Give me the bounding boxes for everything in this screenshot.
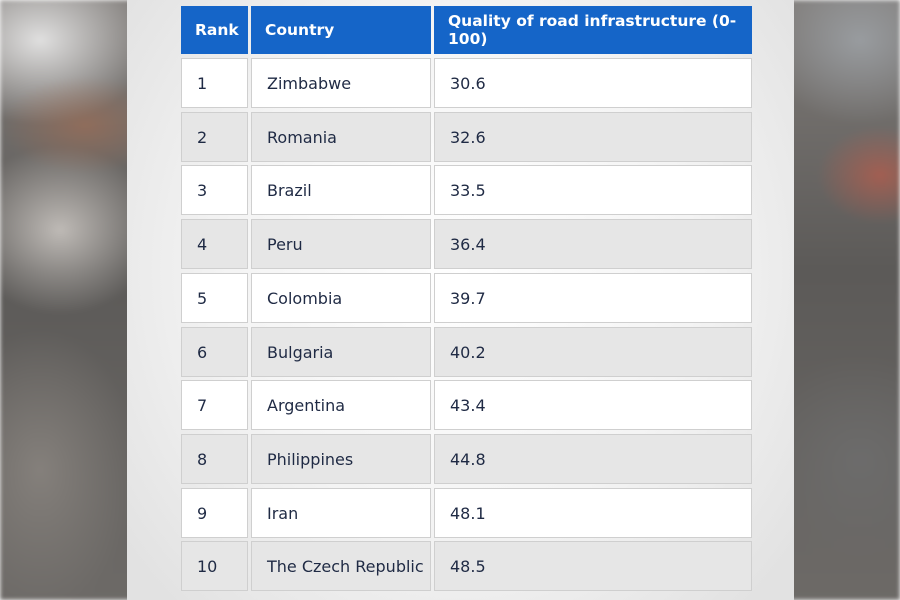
quality-cell: 48.5: [434, 541, 752, 591]
rank-cell: 1: [181, 58, 248, 108]
rank-cell: 7: [181, 380, 248, 430]
country-cell: Iran: [251, 488, 431, 538]
rank-cell: 6: [181, 327, 248, 377]
quality-cell: 33.5: [434, 165, 752, 215]
header-country: Country: [251, 6, 431, 54]
country-cell: Peru: [251, 219, 431, 269]
rank-cell: 9: [181, 488, 248, 538]
country-cell: The Czech Republic: [251, 541, 431, 591]
quality-cell: 39.7: [434, 273, 752, 323]
quality-cell: 40.2: [434, 327, 752, 377]
quality-cell: 44.8: [434, 434, 752, 484]
country-cell: Romania: [251, 112, 431, 162]
quality-cell: 30.6: [434, 58, 752, 108]
header-rank: Rank: [181, 6, 248, 54]
country-cell: Philippines: [251, 434, 431, 484]
rank-cell: 10: [181, 541, 248, 591]
rank-cell: 3: [181, 165, 248, 215]
country-cell: Bulgaria: [251, 327, 431, 377]
rank-cell: 4: [181, 219, 248, 269]
rank-cell: 5: [181, 273, 248, 323]
rank-cell: 2: [181, 112, 248, 162]
country-cell: Zimbabwe: [251, 58, 431, 108]
quality-cell: 36.4: [434, 219, 752, 269]
country-cell: Brazil: [251, 165, 431, 215]
quality-cell: 43.4: [434, 380, 752, 430]
rank-cell: 8: [181, 434, 248, 484]
country-cell: Argentina: [251, 380, 431, 430]
header-quality: Quality of road infrastructure (0-100): [434, 6, 752, 54]
quality-cell: 32.6: [434, 112, 752, 162]
quality-cell: 48.1: [434, 488, 752, 538]
country-cell: Colombia: [251, 273, 431, 323]
